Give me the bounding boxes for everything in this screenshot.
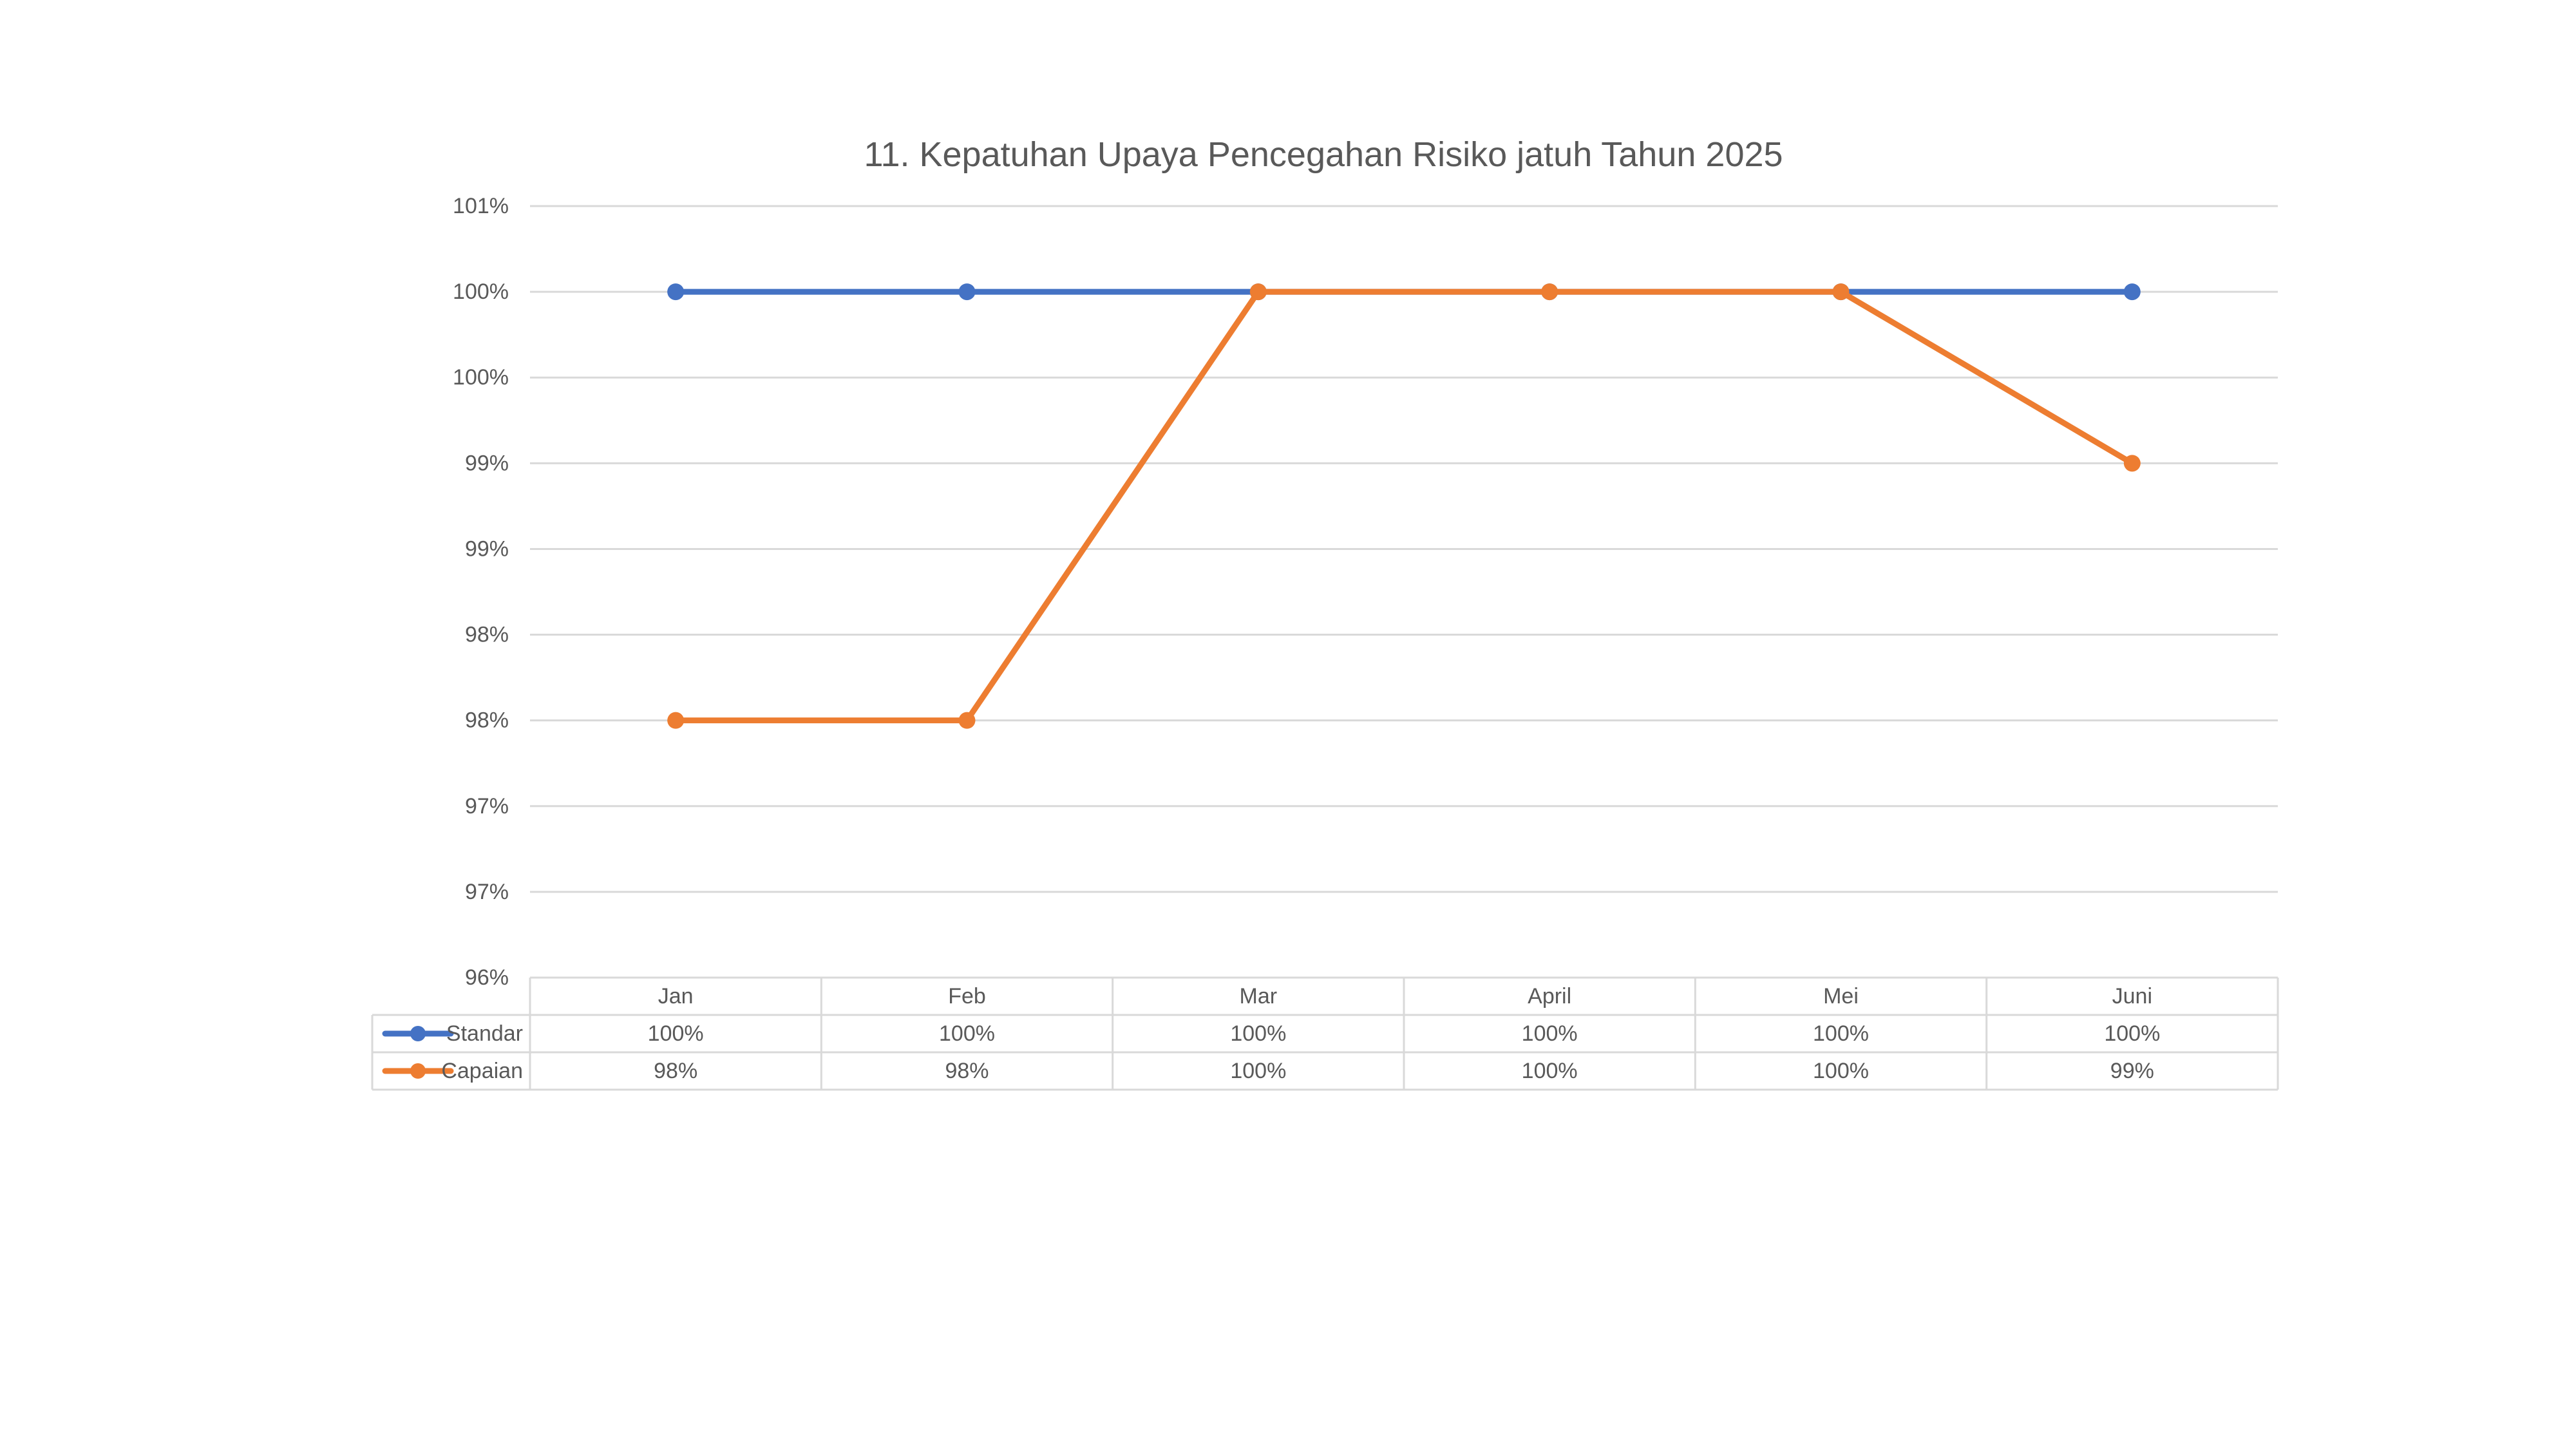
table-value-cell-capaian: 98% (654, 1059, 697, 1083)
y-tick-label: 98% (465, 708, 509, 733)
table-value-cell-capaian: 100% (1230, 1059, 1286, 1083)
data-point-standar-feb (958, 283, 976, 301)
table-value-cell-capaian: 98% (945, 1059, 989, 1083)
table-header-cell: Jan (658, 984, 694, 1009)
data-point-capaian-mei (1832, 283, 1850, 301)
legend-label-capaian: Capaian (441, 1059, 523, 1083)
data-point-capaian-jan (667, 712, 685, 729)
y-tick-label: 100% (453, 279, 509, 304)
y-tick-label: 99% (465, 451, 509, 475)
chart-title: 11. Kepatuhan Upaya Pencegahan Risiko ja… (864, 135, 1783, 174)
table-value-cell-standar: 100% (1230, 1021, 1286, 1046)
y-tick-label: 100% (453, 365, 509, 390)
data-point-capaian-feb (958, 712, 976, 729)
y-tick-label: 98% (465, 623, 509, 647)
table-header-cell: April (1528, 984, 1571, 1009)
table-value-cell-standar: 100% (1522, 1021, 1578, 1046)
data-point-standar-jan (667, 283, 685, 301)
y-tick-label: 99% (465, 536, 509, 561)
legend-key-marker-capaian (410, 1063, 426, 1079)
series-lines (667, 283, 2141, 729)
data-point-capaian-april (1541, 283, 1558, 301)
table-header-cell: Feb (948, 984, 986, 1009)
table-value-cell-standar: 100% (939, 1021, 995, 1046)
table-header-cell: Mei (1823, 984, 1859, 1009)
table-value-cell-capaian: 100% (1522, 1059, 1578, 1083)
data-point-capaian-juni (2123, 455, 2141, 472)
table-header-cell: Juni (2112, 984, 2152, 1009)
table-value-cell-standar: 100% (1813, 1021, 1869, 1046)
data-point-capaian-mar (1249, 283, 1267, 301)
y-tick-label: 101% (453, 194, 509, 218)
table-value-cell-standar: 100% (648, 1021, 704, 1046)
data-point-standar-juni (2123, 283, 2141, 301)
legend-label-standar: Standar (446, 1021, 523, 1046)
table-header-cell: Mar (1240, 984, 1278, 1009)
y-tick-label: 96% (465, 965, 509, 990)
table-value-cell-standar: 100% (2104, 1021, 2160, 1046)
y-tick-label: 97% (465, 794, 509, 819)
legend-key-marker-standar (410, 1026, 426, 1041)
y-tick-label: 97% (465, 880, 509, 904)
table-value-cell-capaian: 100% (1813, 1059, 1869, 1083)
data-table: Jan Feb Mar April Mei Juni Standar 100% 100% 100%… (371, 976, 2279, 1091)
y-axis-labels: 101% 100% 100% 99% 99% 98% 98% 97% 97% 96% (453, 194, 509, 990)
series-line-capaian (672, 289, 2136, 724)
table-value-cell-capaian: 99% (2110, 1059, 2154, 1083)
